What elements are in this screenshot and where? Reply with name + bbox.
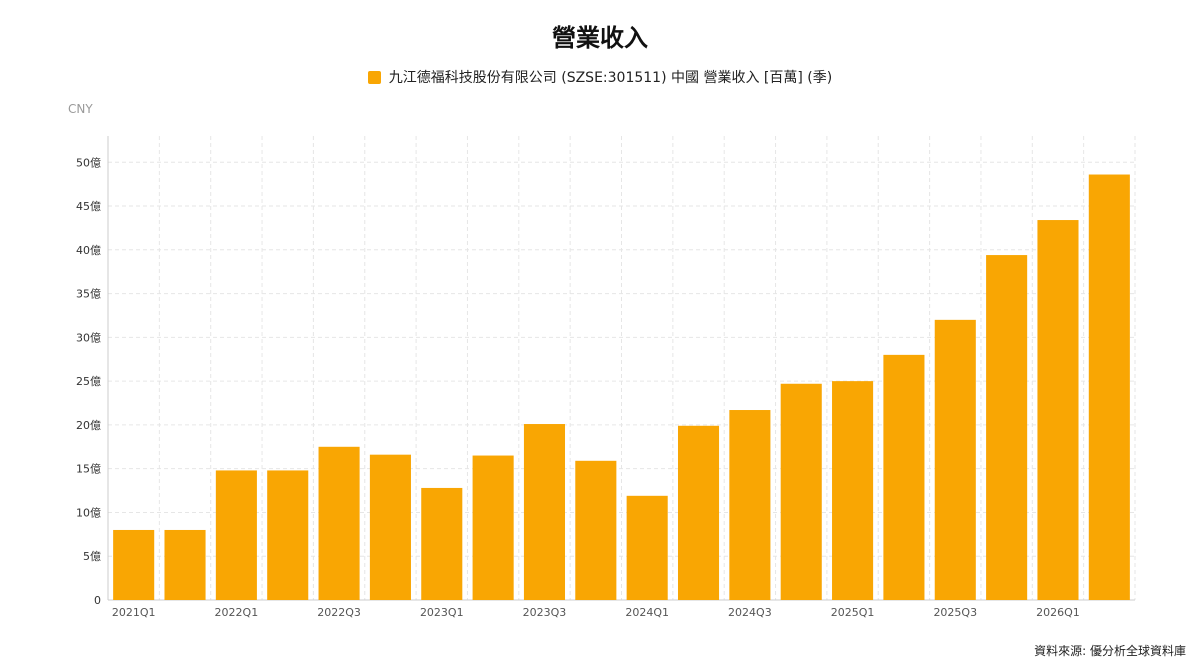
x-tick-label: 2023Q1	[420, 606, 464, 619]
x-tick-label: 2024Q1	[625, 606, 669, 619]
legend-swatch	[367, 70, 381, 84]
bar-2026Q1	[1037, 220, 1079, 600]
bar-2022Q3	[318, 446, 360, 600]
y-unit-label: CNY	[68, 102, 93, 116]
y-tick-label: 50億	[76, 156, 101, 169]
x-tick-label: 2026Q1	[1036, 606, 1080, 619]
bar-2024Q4	[780, 383, 822, 600]
bar-2025Q2	[883, 354, 925, 600]
bar-2025Q4	[986, 255, 1028, 600]
bar-2024Q2	[677, 425, 720, 600]
bar-2024Q1	[626, 495, 668, 600]
legend[interactable]: 九江德福科技股份有限公司 (SZSE:301511) 中國 營業收入 [百萬] …	[0, 67, 1200, 87]
y-tick-label: 30億	[76, 331, 101, 344]
legend-label: 九江德福科技股份有限公司 (SZSE:301511) 中國 營業收入 [百萬] …	[388, 70, 833, 86]
source-note: 資料來源: 優分析全球資料庫	[1034, 644, 1186, 658]
y-tick-label: 15億	[76, 463, 101, 476]
y-tick-label: 40億	[76, 244, 101, 257]
y-tick-label: 5億	[83, 550, 101, 563]
y-tick-label: 45億	[76, 200, 101, 213]
bar-2023Q2	[472, 455, 514, 600]
y-tick-label: 35億	[76, 288, 101, 301]
bar-2025Q3	[934, 319, 976, 600]
bar-2022Q4	[369, 454, 411, 600]
x-tick-label: 2025Q1	[831, 606, 875, 619]
x-tick-label: 2022Q3	[317, 606, 361, 619]
x-tick-label: 2021Q1	[112, 606, 156, 619]
y-tick-label: 20億	[76, 419, 101, 432]
x-tick-label: 2024Q3	[728, 606, 772, 619]
y-tick-label: 10億	[76, 506, 101, 519]
x-tick-label: 2023Q3	[523, 606, 567, 619]
bar-2022Q2	[267, 470, 309, 600]
y-tick-label: 25億	[76, 375, 101, 388]
y-tick-label: 0	[94, 594, 101, 607]
bar-2023Q1	[421, 487, 463, 600]
bar-2021Q1	[113, 529, 155, 600]
bar-2026Q2	[1088, 174, 1130, 600]
x-tick-label: 2025Q3	[933, 606, 977, 619]
bar-2023Q3	[523, 424, 566, 600]
bar-2021Q2	[164, 529, 206, 600]
x-tick-label: 2022Q1	[215, 606, 259, 619]
bar-2022Q1	[215, 470, 257, 600]
bar-2024Q3	[729, 410, 771, 600]
chart-title: 營業收入	[552, 24, 648, 52]
bar-2023Q4	[575, 460, 617, 600]
bar-2025Q1	[832, 381, 874, 600]
